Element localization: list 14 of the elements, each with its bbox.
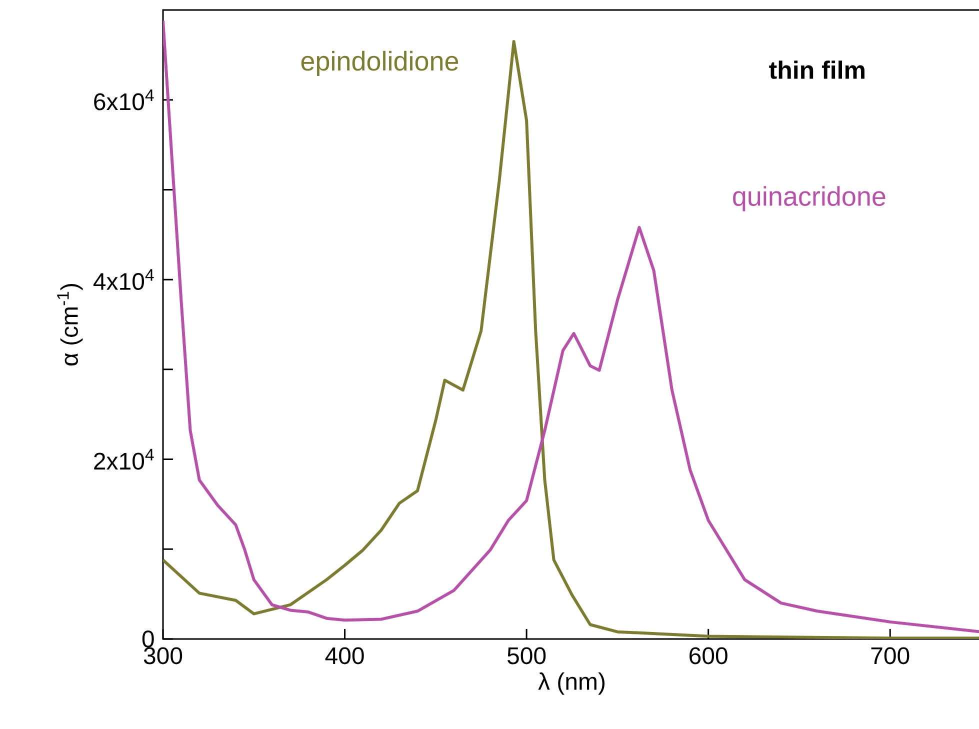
text: quinacridone bbox=[733, 186, 886, 212]
y-axis-title: α (cm$^{-1}$) bbox=[57, 284, 83, 366]
x-tick-label: 300 bbox=[144, 647, 182, 664]
x-tick-label: 600 bbox=[690, 647, 728, 664]
y-tick-label: 6x10$^{4}$ bbox=[94, 89, 154, 110]
annotation: thin film bbox=[769, 60, 864, 79]
y-tick-label: 0 bbox=[142, 630, 154, 648]
x-axis-title: λ (nm) bbox=[538, 672, 604, 695]
y-tick-label: 2x10$^{4}$ bbox=[94, 448, 154, 470]
x-tick-label: 400 bbox=[325, 647, 364, 664]
x-tick-label: 700 bbox=[871, 647, 910, 664]
y-tick-label: 4x10$^{4}$ bbox=[93, 269, 154, 290]
x-tick-label: 500 bbox=[507, 647, 546, 664]
series-label: epindolidione bbox=[301, 50, 458, 76]
